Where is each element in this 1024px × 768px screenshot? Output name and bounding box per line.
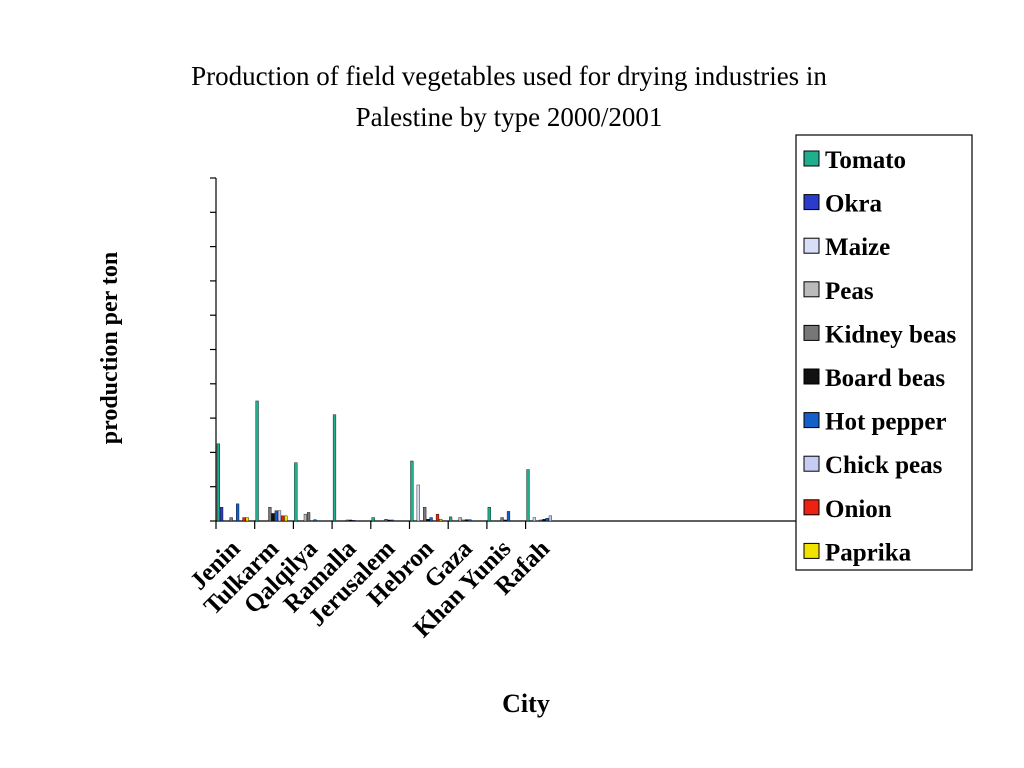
bar-board-beas-rafah: [542, 519, 546, 522]
x-axis-ticks: [215, 521, 527, 529]
legend-label-okra: Okra: [825, 191, 882, 218]
bar-kidney-beas-jenin: [229, 517, 233, 522]
bar-onion-jenin: [242, 517, 246, 522]
bar-onion-hebron: [435, 513, 440, 522]
legend-label-tomato: Tomato: [825, 147, 906, 174]
bar-board-beas-gaza: [465, 519, 469, 522]
legend-label-chick-peas: Chick peas: [825, 452, 943, 479]
bar-board-beas-ramalla: [348, 519, 353, 522]
bar-kidney-beas-hebron: [423, 507, 427, 522]
legend-box: [795, 134, 973, 571]
bar-hot-pepper-jenin: [235, 503, 240, 522]
bar-kidney-beas-tulkarm: [268, 507, 272, 522]
x-tick-labels: JeninTulkarmQalqilyaRamallaJerusalemHebr…: [185, 535, 555, 643]
legend-swatch-kidney-beas: [803, 324, 820, 341]
bar-hot-pepper-gaza: [468, 519, 472, 522]
bars: [216, 400, 552, 522]
bar-board-beas-hebron: [426, 519, 430, 522]
bar-tomato-hebron: [410, 460, 414, 522]
bar-paprika-tulkarm: [284, 515, 288, 522]
legend-swatch-hot-pepper: [803, 412, 820, 429]
legend-label-kidney-beas: Kidney beas: [825, 321, 957, 348]
bar-kidney-beas-khan-yunis: [500, 517, 504, 522]
bar-tomato-rafah: [526, 469, 530, 522]
bar-tomato-qalqilya: [294, 462, 298, 522]
bar-tomato-ramalla: [332, 414, 337, 522]
bar-tomato-jenin: [216, 443, 220, 522]
legend: Tomato Okra Maize Peas Kidney beas Board beas…: [795, 134, 973, 571]
chart-title-line-1: Production of field vegetables used for …: [191, 61, 827, 91]
x-axis-label: City: [502, 689, 550, 718]
bar-chick-peas-rafah: [548, 515, 552, 522]
y-axis-label: production per ton: [97, 252, 123, 444]
legend-label-maize: Maize: [825, 234, 890, 261]
bar-kidney-beas-ramalla: [345, 519, 349, 522]
bar-hot-pepper-hebron: [429, 517, 433, 522]
legend-label-onion: Onion: [825, 496, 892, 523]
legend-swatch-paprika: [803, 542, 820, 559]
bar-okra-jenin: [219, 507, 224, 522]
bar-maize-rafah: [532, 517, 536, 522]
legend-swatch-okra: [803, 194, 820, 211]
bar-tomato-tulkarm: [255, 400, 259, 522]
bar-kidney-beas-rafah: [539, 519, 543, 522]
bar-tomato-khan-yunis: [487, 507, 491, 522]
bar-board-beas-jerusalem: [387, 519, 391, 522]
bar-hot-pepper-khan-yunis: [506, 511, 511, 522]
bar-hot-pepper-jerusalem: [390, 519, 394, 522]
bar-maize-hebron: [416, 484, 420, 522]
legend-swatch-onion: [803, 499, 820, 516]
legend-swatch-board-beas: [803, 368, 820, 385]
bar-kidney-beas-gaza: [461, 519, 465, 522]
bar-tomato-jerusalem: [371, 517, 375, 522]
legend-label-board-beas: Board beas: [825, 365, 945, 392]
bar-onion-tulkarm: [281, 515, 285, 522]
bar-kidney-beas-jerusalem: [384, 519, 388, 522]
plot-area: JeninTulkarmQalqilyaRamallaJerusalemHebr…: [185, 177, 800, 643]
bar-board-beas-tulkarm: [271, 513, 275, 522]
bar-hot-pepper-qalqilya: [313, 519, 317, 522]
bar-hot-pepper-rafah: [545, 518, 549, 522]
legend-label-paprika: Paprika: [825, 539, 912, 566]
legend-swatch-peas: [803, 281, 820, 298]
y-axis-ticks: [210, 177, 216, 522]
legend-swatch-chick-peas: [803, 455, 820, 472]
legend-swatch-maize: [803, 237, 820, 254]
bar-hot-pepper-ramalla: [352, 520, 356, 522]
legend-label-peas: Peas: [825, 278, 874, 305]
bar-peas-qalqilya: [303, 513, 307, 522]
bar-paprika-jenin: [245, 517, 249, 522]
bar-paprika-hebron: [439, 519, 443, 522]
bar-kidney-beas-qalqilya: [307, 512, 311, 522]
bar-peas-gaza: [458, 517, 462, 522]
legend-swatch-tomato: [803, 150, 820, 167]
bar-hot-pepper-tulkarm: [274, 510, 278, 522]
chart-title-line-2: Palestine by type 2000/2001: [356, 102, 663, 132]
bar-chick-peas-tulkarm: [277, 510, 282, 522]
legend-label-hot-pepper: Hot pepper: [825, 409, 947, 436]
bar-tomato-gaza: [449, 516, 453, 522]
bar-board-beas-khan-yunis: [503, 519, 507, 522]
